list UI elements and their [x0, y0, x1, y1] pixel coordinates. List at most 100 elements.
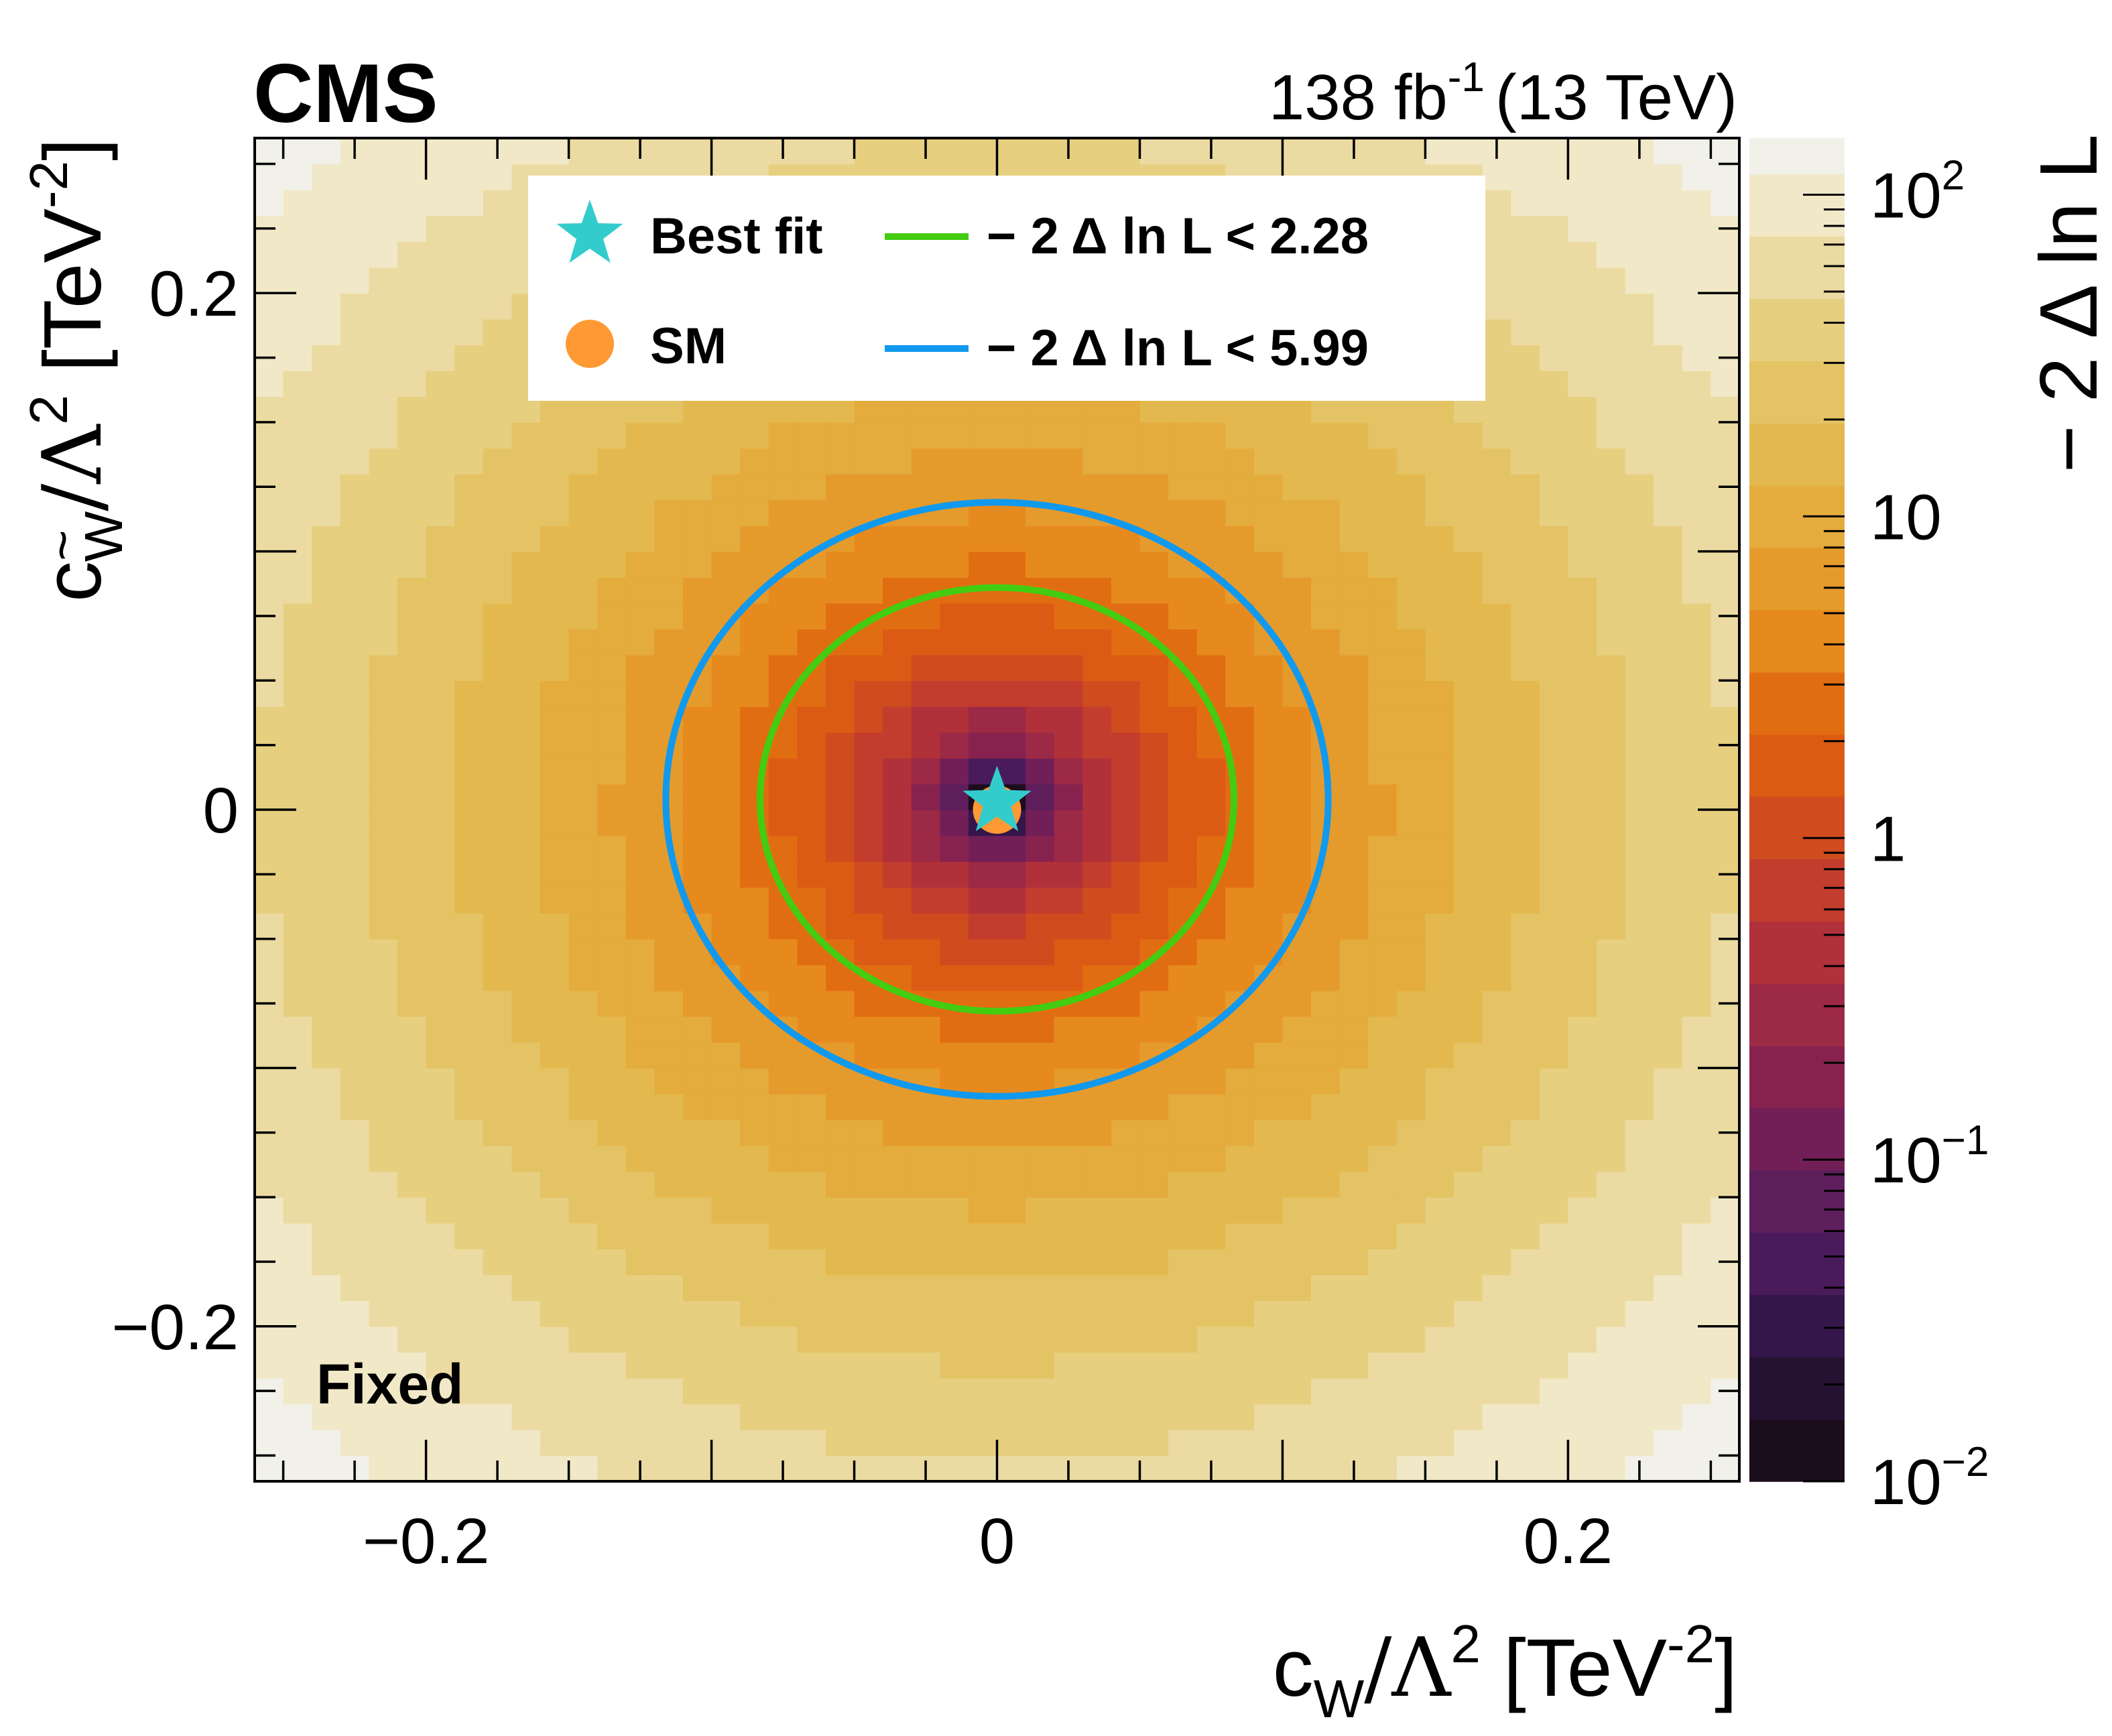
heatmap-cell — [1511, 448, 1540, 475]
heatmap-cell — [283, 525, 312, 552]
heatmap-cell — [369, 784, 398, 810]
heatmap-cell — [1539, 654, 1569, 682]
legend-box — [528, 176, 1485, 401]
heatmap-cell — [1282, 1249, 1312, 1276]
heatmap-cell — [283, 1455, 312, 1481]
heatmap-cell — [426, 499, 455, 526]
heatmap-cell — [1225, 1093, 1255, 1121]
heatmap-cell — [1711, 1093, 1739, 1121]
heatmap-cell — [454, 1429, 484, 1456]
heatmap-cell — [340, 1249, 370, 1276]
heatmap-cell — [568, 1223, 598, 1249]
heatmap-cell — [1597, 1326, 1626, 1353]
heatmap-cell — [369, 318, 398, 346]
heatmap-cell — [312, 448, 341, 475]
heatmap-cell — [1568, 448, 1597, 475]
heatmap-cell — [1168, 1068, 1198, 1095]
x-axis-title: cW/Λ2 [TeV-2] — [1273, 1614, 1737, 1729]
heatmap-cell — [1482, 190, 1512, 216]
heatmap-cell — [854, 629, 883, 656]
heatmap-cell — [454, 241, 484, 268]
heatmap-cell — [1682, 293, 1712, 320]
heatmap-cell — [968, 474, 998, 501]
heatmap-cell — [597, 1352, 627, 1379]
heatmap-cell — [312, 345, 341, 371]
heatmap-cell — [597, 1145, 627, 1172]
heatmap-cell — [1454, 1093, 1483, 1121]
heatmap-cell — [1482, 1016, 1512, 1043]
heatmap-cell — [682, 1145, 712, 1172]
heatmap-cell — [426, 293, 455, 320]
heatmap-cell — [1654, 1352, 1683, 1379]
heatmap-cell — [654, 1326, 684, 1353]
heatmap-cell — [1253, 990, 1284, 1017]
heatmap-cell — [1225, 1404, 1255, 1430]
heatmap-cell — [1482, 861, 1512, 888]
heatmap-cell — [1597, 293, 1626, 320]
heatmap-cell — [682, 1223, 712, 1249]
heatmap-cell — [1482, 215, 1512, 242]
heatmap-cell — [1482, 293, 1512, 320]
heatmap-cell — [825, 422, 855, 449]
heatmap-cell — [1454, 422, 1483, 449]
heatmap-cell — [825, 1145, 855, 1172]
heatmap-cell — [1396, 1377, 1426, 1405]
heatmap-cell — [625, 887, 656, 914]
heatmap-cell — [1454, 474, 1483, 501]
heatmap-cell — [397, 474, 427, 501]
heatmap-cell — [1539, 1016, 1569, 1043]
heatmap-cell — [540, 448, 570, 475]
heatmap-cell — [997, 835, 1026, 862]
heatmap-cell — [1454, 1223, 1483, 1249]
heatmap-cell — [740, 1352, 769, 1379]
heatmap-cell — [654, 577, 684, 604]
heatmap-cell — [883, 732, 912, 759]
heatmap-cell — [369, 138, 398, 165]
heatmap-cell — [1568, 1274, 1597, 1302]
heatmap-cell — [283, 396, 312, 423]
heatmap-cell — [1282, 1197, 1312, 1224]
heatmap-cell — [426, 784, 455, 810]
heatmap-cell — [968, 732, 998, 759]
heatmap-cell — [740, 1249, 769, 1276]
heatmap-cell — [1253, 138, 1284, 165]
heatmap-cell — [1339, 861, 1369, 888]
heatmap-cell — [711, 1093, 741, 1121]
heatmap-cell — [911, 1093, 941, 1121]
heatmap-cell — [1511, 732, 1540, 759]
heatmap-cell — [397, 345, 427, 371]
heatmap-cell — [283, 629, 312, 656]
heatmap-cell — [454, 370, 484, 397]
heatmap-cell — [682, 1068, 712, 1095]
heatmap-cell — [1625, 1171, 1655, 1198]
heatmap-cell — [1339, 990, 1369, 1017]
heatmap-cell — [397, 1042, 427, 1069]
heatmap-cell — [1454, 1300, 1483, 1327]
heatmap-cell — [1282, 448, 1312, 475]
heatmap-cell — [1568, 1145, 1597, 1172]
heatmap-cell — [1625, 706, 1655, 733]
heatmap-cell — [1454, 1145, 1483, 1172]
heatmap-cell — [768, 1171, 798, 1198]
heatmap-cell — [1196, 1352, 1227, 1379]
heatmap-cell — [854, 990, 883, 1017]
heatmap-cell — [1282, 1429, 1312, 1456]
heatmap-cell — [1597, 1249, 1626, 1276]
heatmap-cell — [1253, 861, 1284, 888]
heatmap-cell — [1282, 861, 1312, 888]
heatmap-cell — [312, 835, 341, 862]
heatmap-cell — [997, 732, 1026, 759]
heatmap-cell — [825, 138, 855, 165]
heatmap-cell — [540, 1093, 570, 1121]
heatmap-cell — [312, 396, 341, 423]
heatmap-cell — [1597, 1171, 1626, 1198]
heatmap-cell — [1511, 938, 1540, 966]
heatmap-cell — [1339, 1249, 1369, 1276]
heatmap-cell — [426, 164, 455, 190]
heatmap-cell — [283, 164, 312, 190]
y-axis-title: c~W/Λ2 [TeV-2] — [19, 138, 133, 602]
heatmap-cell — [1111, 448, 1141, 475]
heatmap-cell — [1026, 1326, 1055, 1353]
heatmap-cell — [625, 784, 656, 810]
colorbar-tick-label: 10−2 — [1870, 1439, 1989, 1518]
